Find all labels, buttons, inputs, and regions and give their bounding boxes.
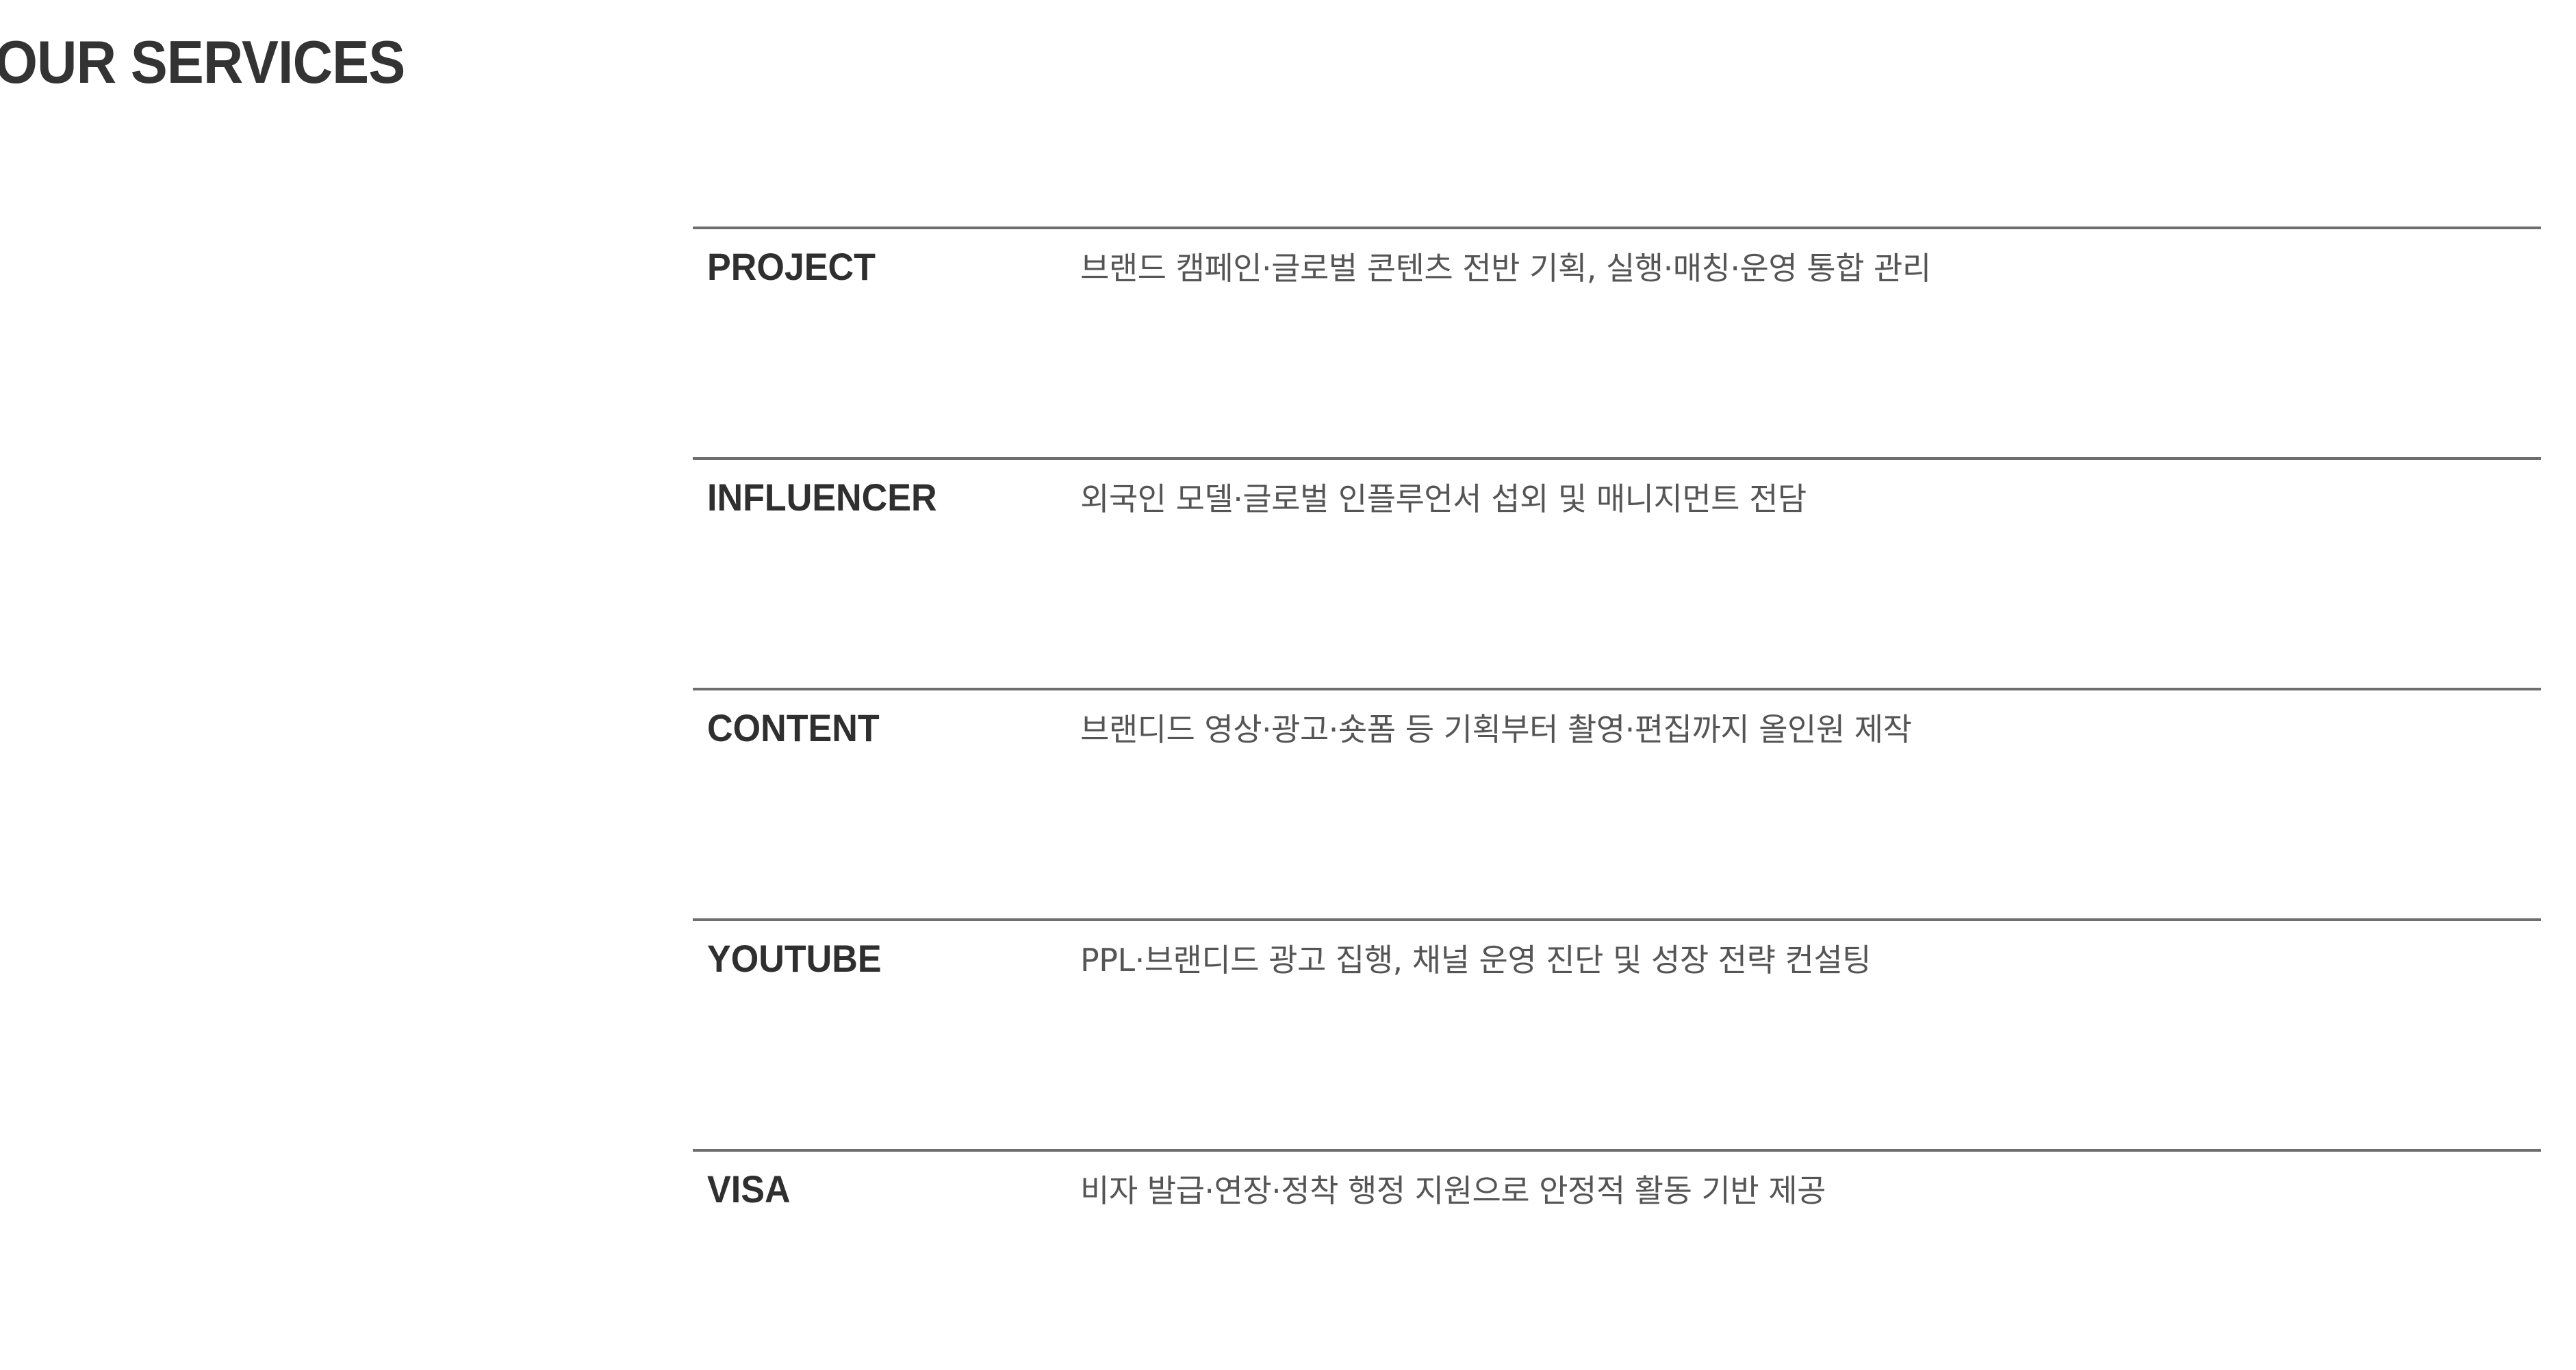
service-description-influencer: 외국인 모델·글로벌 인플루언서 섭외 및 매니지먼트 전담 [1080,480,1807,517]
row-divider [693,918,2541,921]
row-divider [693,688,2541,690]
services-list: PROJECT 브랜드 캠페인·글로벌 콘텐츠 전반 기획, 실행·매칭·운영 … [693,227,2541,1369]
service-row-body: INFLUENCER 외국인 모델·글로벌 인플루언서 섭외 및 매니지먼트 전… [693,476,2541,531]
service-label-youtube: YOUTUBE [707,937,882,980]
service-description-content: 브랜디드 영상·광고·숏폼 등 기획부터 촬영·편집까지 올인원 제작 [1080,711,1912,748]
service-label-content: CONTENT [707,706,880,749]
service-row-body: VISA 비자 발급·연장·정착 행정 지원으로 안정적 활동 기반 제공 [693,1168,2541,1223]
service-row-influencer: INFLUENCER 외국인 모델·글로벌 인플루언서 섭외 및 매니지먼트 전… [693,457,2541,688]
service-row-body: YOUTUBE PPL·브랜디드 광고 집행, 채널 운영 진단 및 성장 전략… [693,938,2541,992]
service-row-project: PROJECT 브랜드 캠페인·글로벌 콘텐츠 전반 기획, 실행·매칭·운영 … [693,227,2541,457]
row-divider [693,227,2541,229]
service-row-body: CONTENT 브랜디드 영상·광고·숏폼 등 기획부터 촬영·편집까지 올인원… [693,707,2541,762]
service-description-project: 브랜드 캠페인·글로벌 콘텐츠 전반 기획, 실행·매칭·운영 통합 관리 [1080,250,1931,287]
service-description-youtube: PPL·브랜디드 광고 집행, 채널 운영 진단 및 성장 전략 컨설팅 [1080,942,1872,979]
service-row-content: CONTENT 브랜디드 영상·광고·숏폼 등 기획부터 촬영·편집까지 올인원… [693,688,2541,918]
service-description-visa: 비자 발급·연장·정착 행정 지원으로 안정적 활동 기반 제공 [1080,1172,1826,1209]
row-divider [693,457,2541,460]
service-label-visa: VISA [707,1167,791,1211]
row-divider [693,1149,2541,1152]
service-row-body: PROJECT 브랜드 캠페인·글로벌 콘텐츠 전반 기획, 실행·매칭·운영 … [693,246,2541,300]
service-row-youtube: YOUTUBE PPL·브랜디드 광고 집행, 채널 운영 진단 및 성장 전략… [693,918,2541,1149]
service-row-visa: VISA 비자 발급·연장·정착 행정 지원으로 안정적 활동 기반 제공 [693,1149,2541,1369]
service-label-project: PROJECT [707,245,876,288]
service-label-influencer: INFLUENCER [707,476,937,519]
page-title: OUR SERVICES [0,27,405,96]
